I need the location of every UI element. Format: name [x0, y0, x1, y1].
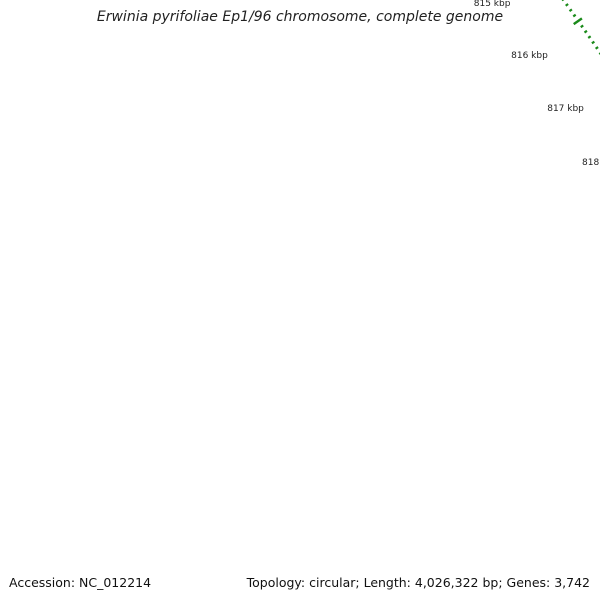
- gene-track: [475, 0, 600, 242]
- cds-track: [453, 0, 600, 251]
- tick-label: 815 kbp: [474, 0, 511, 9]
- tick-label: 817 kbp: [547, 104, 584, 114]
- minor-tick: [587, 35, 592, 39]
- map-title: Erwinia pyrifoliae Ep1/96 chromosome, co…: [96, 9, 504, 25]
- minor-tick: [583, 29, 588, 34]
- tick-label: 818 kbp: [582, 158, 600, 168]
- genome-stats: Topology: circular; Length: 4,026,322 bp…: [246, 575, 590, 590]
- accession-label: Accession: NC_012214: [9, 575, 152, 590]
- backbone-track: [434, 0, 600, 268]
- tick-label: 816 kbp: [511, 51, 548, 61]
- minor-tick: [580, 24, 584, 29]
- minor-tick: [565, 3, 569, 7]
- major-tick: [573, 17, 583, 26]
- minor-tick: [572, 13, 577, 18]
- backbone-inner-arc: [434, 0, 600, 268]
- minor-tick: [568, 8, 573, 12]
- minor-tick: [594, 46, 599, 50]
- backbone-arc: [440, 0, 600, 264]
- minor-tick: [591, 40, 596, 45]
